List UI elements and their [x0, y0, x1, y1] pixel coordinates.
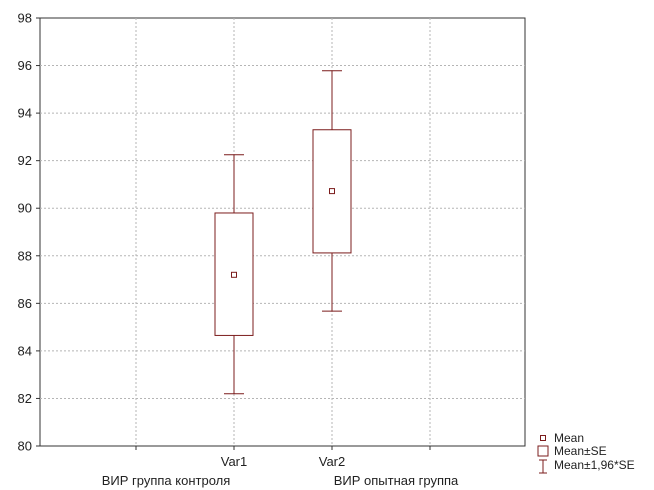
- mean-marker: [329, 188, 335, 195]
- y-tick-label: 90: [18, 201, 32, 216]
- x-tick-label: Var2: [319, 454, 346, 469]
- series-layer: [214, 70, 352, 395]
- legend-entry: Mean: [554, 431, 584, 445]
- legend-entry: Mean±1,96*SE: [554, 458, 635, 472]
- y-tick-label: 88: [18, 248, 32, 263]
- category-description: ВИР группа контроля: [102, 473, 231, 488]
- y-tick-label: 86: [18, 296, 32, 311]
- y-tick-label: 80: [18, 439, 32, 454]
- box-series-Var1: [214, 154, 254, 395]
- y-axis: 80 82 84 86 88 90 92 94 96 98: [18, 11, 40, 454]
- y-tick-label: 94: [18, 106, 32, 121]
- y-tick-label: 82: [18, 391, 32, 406]
- x-axis: Var1 Var2 ВИР группа контроля ВИР опытная г…: [102, 446, 459, 488]
- plot-area: [39, 17, 526, 447]
- y-tick-label: 96: [18, 58, 32, 73]
- y-tick-label: 84: [18, 343, 32, 358]
- grid-layer: [40, 18, 525, 446]
- legend-mean-symbol: [540, 435, 546, 441]
- box-series-Var2: [312, 70, 352, 312]
- y-tick-label: 92: [18, 153, 32, 168]
- mean-marker: [231, 271, 237, 278]
- legend-se-symbol: [537, 445, 549, 457]
- legend-entry: Mean±SE: [554, 444, 607, 458]
- category-description: ВИР опытная группа: [334, 473, 459, 488]
- y-tick-label: 98: [18, 11, 32, 26]
- x-tick-label: Var1: [221, 454, 248, 469]
